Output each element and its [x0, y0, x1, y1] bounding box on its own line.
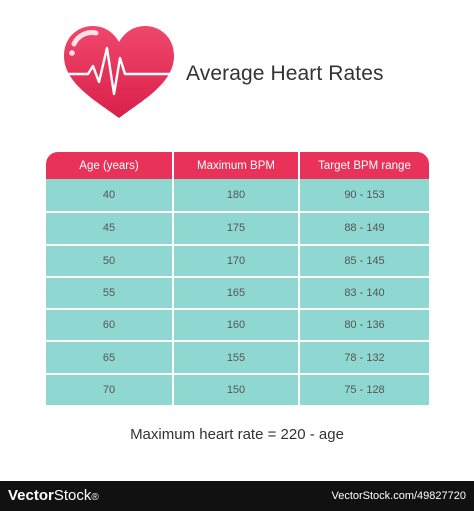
- maximum-bpm-cell: 175: [174, 211, 300, 244]
- age-cell: 65: [46, 340, 174, 373]
- target-range-cell: 75 - 128: [300, 372, 429, 406]
- stock-id: VectorStock.com/49827720: [331, 490, 466, 502]
- brand-mark: Vector: [8, 487, 54, 504]
- watermark-footer: VectorStock® VectorStock.com/49827720: [0, 481, 474, 511]
- age-cell: 70: [46, 372, 174, 406]
- table-header-row: Age (years) Maximum BPM Target BPM range: [46, 152, 429, 179]
- maximum-bpm-cell: 150: [174, 372, 300, 406]
- target-range-cell: 85 - 145: [300, 243, 429, 276]
- column-header-maximum-bpm: Maximum BPM: [174, 152, 300, 179]
- age-cell: 50: [46, 243, 174, 276]
- maximum-bpm-cell: 155: [174, 340, 300, 373]
- target-range-cell: 88 - 149: [300, 211, 429, 244]
- heart-rate-table: Age (years) Maximum BPM Target BPM range…: [46, 152, 429, 406]
- target-range-cell: 90 - 153: [300, 179, 429, 212]
- header: Average Heart Rates: [58, 22, 438, 122]
- table-row: 55 165 83 - 140: [46, 275, 429, 309]
- table-row: 40 180 90 - 153: [46, 179, 429, 212]
- age-cell: 55: [46, 275, 174, 309]
- age-cell: 40: [46, 179, 174, 212]
- table-row: 60 160 80 - 136: [46, 308, 429, 341]
- heart-pulse-icon: [62, 26, 176, 118]
- maximum-bpm-cell: 160: [174, 308, 300, 341]
- maximum-bpm-cell: 180: [174, 179, 300, 212]
- column-header-target-bpm-range: Target BPM range: [300, 152, 429, 179]
- table-row: 50 170 85 - 145: [46, 243, 429, 276]
- page-title: Average Heart Rates: [186, 62, 384, 85]
- brand-logo: VectorStock®: [8, 487, 99, 504]
- table-row: 45 175 88 - 149: [46, 211, 429, 244]
- maximum-bpm-cell: 170: [174, 243, 300, 276]
- table-row: 65 155 78 - 132: [46, 340, 429, 373]
- maximum-bpm-cell: 165: [174, 275, 300, 309]
- target-range-cell: 78 - 132: [300, 340, 429, 373]
- brand-name: Stock: [53, 487, 92, 504]
- target-range-cell: 80 - 136: [300, 308, 429, 341]
- target-range-cell: 83 - 140: [300, 275, 429, 309]
- formula-text: Maximum heart rate = 220 - age: [130, 426, 344, 443]
- table-row: 70 150 75 - 128: [46, 372, 429, 406]
- age-cell: 60: [46, 308, 174, 341]
- brand-registered-mark: ®: [91, 492, 99, 503]
- age-cell: 45: [46, 211, 174, 244]
- column-header-age: Age (years): [46, 152, 174, 179]
